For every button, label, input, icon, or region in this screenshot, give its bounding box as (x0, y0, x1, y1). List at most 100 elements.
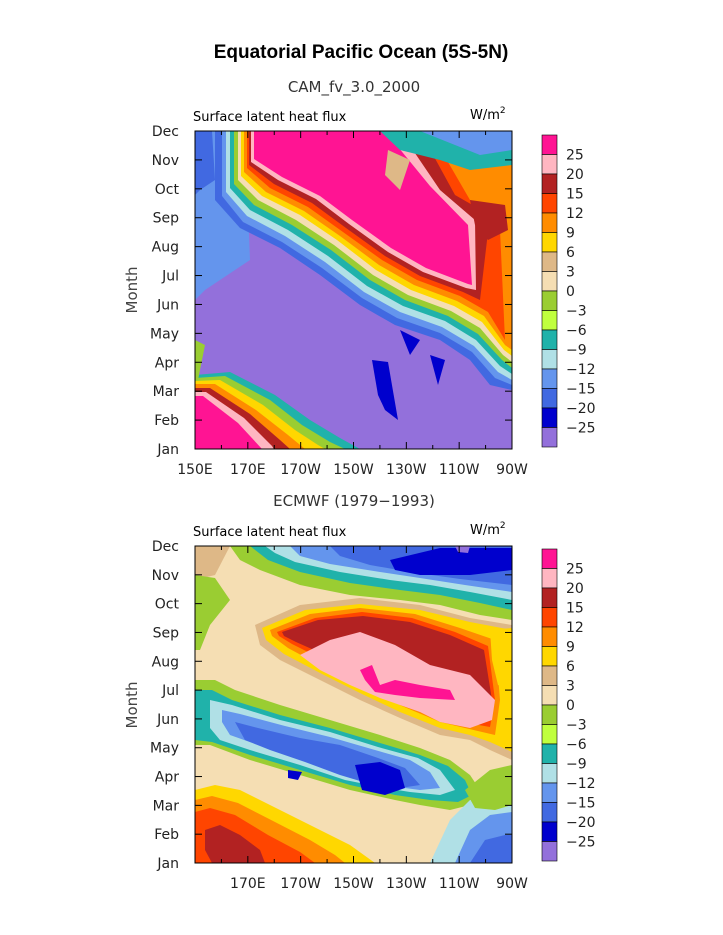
legend-swatch (541, 646, 558, 667)
legend-level-label: −25 (566, 421, 596, 437)
legend-swatch (541, 173, 558, 194)
legend-swatch (541, 134, 558, 155)
legend-level-label: 12 (566, 620, 584, 636)
band (400, 330, 420, 355)
band (254, 131, 472, 285)
legend-swatch (541, 841, 558, 862)
y-tick-label: Feb (154, 413, 179, 429)
x-tick-label: 90W (496, 876, 528, 892)
band (465, 765, 512, 810)
legend-swatch (541, 193, 558, 214)
legend-level-label: −6 (566, 323, 587, 339)
legend-level-label: −3 (566, 304, 587, 320)
x-tick-label: 170W (280, 876, 321, 892)
panel-ecmwf: ECMWF (1979−1993) Surface latent heat fl… (123, 492, 596, 892)
legend-swatch (541, 368, 558, 389)
legend-swatch (541, 232, 558, 253)
y-ticks: Jan Feb Mar Apr May Jun Jul Aug Sep Oct Nov Dec (150, 539, 512, 872)
band (195, 396, 262, 449)
y-tick-label: Jul (161, 269, 179, 285)
legend-level-label: 20 (566, 581, 584, 597)
band (430, 355, 445, 385)
legend-level-label: −15 (566, 796, 596, 812)
legend-swatch (541, 427, 558, 448)
band (372, 360, 398, 420)
legend-level-label: −12 (566, 362, 596, 378)
units-label: W/m2 (470, 106, 506, 123)
legend-swatch (541, 290, 558, 311)
legend-swatch (541, 271, 558, 292)
y-tick-label: Nov (152, 568, 179, 584)
legend-swatch (541, 685, 558, 706)
y-tick-label: Jul (161, 683, 179, 699)
legend-swatch (541, 763, 558, 784)
legend-level-label: −20 (566, 401, 596, 417)
legend-swatch (541, 310, 558, 331)
band (195, 131, 215, 195)
band (470, 835, 512, 863)
legend-swatch (541, 821, 558, 842)
legend-swatch (541, 782, 558, 803)
legend-level-label: 15 (566, 187, 584, 203)
y-tick-label: May (150, 741, 179, 757)
figure-title: Equatorial Pacific Ocean (5S-5N) (214, 42, 509, 63)
legend-level-label: 6 (566, 659, 575, 675)
band (205, 825, 265, 863)
legend-level-label: 3 (566, 679, 575, 695)
y-tick-label: Oct (155, 182, 180, 198)
legend-level-label: 12 (566, 206, 584, 222)
legend-level-label: −20 (566, 815, 596, 831)
band (420, 131, 512, 155)
band (360, 665, 455, 700)
panel-title: ECMWF (1979−1993) (273, 492, 435, 510)
legend-level-label: 9 (566, 226, 575, 242)
contour-field (195, 546, 512, 863)
band (300, 632, 495, 728)
legend-swatch (541, 407, 558, 428)
y-tick-label: Mar (153, 798, 180, 814)
legend-swatch (541, 568, 558, 589)
legend-level-label: 20 (566, 167, 584, 183)
legend-swatch (541, 548, 558, 569)
x-tick-label: 90W (496, 462, 528, 478)
y-tick-label: Apr (155, 770, 179, 786)
legend-swatch (541, 665, 558, 686)
y-tick-label: Aug (152, 240, 179, 256)
legend-swatch (541, 329, 558, 350)
band (195, 575, 230, 650)
legend-swatch (541, 587, 558, 608)
y-tick-label: Sep (153, 625, 180, 641)
legend-level-label: 15 (566, 601, 584, 617)
legend-swatch (541, 607, 558, 628)
y-tick-label: Apr (155, 355, 179, 371)
legend-level-label: −3 (566, 718, 587, 734)
panel-title: CAM_fv_3.0_2000 (288, 78, 420, 97)
y-tick-label: Aug (152, 654, 179, 670)
legend-level-label: −25 (566, 835, 596, 851)
legend-level-label: 9 (566, 640, 575, 656)
x-tick-label: 170E (230, 876, 266, 892)
band (195, 340, 205, 380)
band (490, 628, 512, 690)
contour-field (195, 131, 512, 449)
x-tick-label: 130W (386, 462, 427, 478)
band (288, 770, 302, 780)
y-tick-label: Jan (156, 442, 179, 458)
x-ticks: 150E 170E 170W 150W 130W 110W 90W (177, 131, 528, 478)
legend-swatch (541, 704, 558, 725)
y-tick-label: Jun (156, 297, 179, 313)
y-axis-label: Month (123, 681, 141, 728)
y-tick-label: Mar (153, 384, 180, 400)
legend-level-label: 6 (566, 245, 575, 261)
x-tick-label: 110W (439, 876, 480, 892)
legend-level-label: 3 (566, 265, 575, 281)
legend-level-label: −9 (566, 757, 587, 773)
legend-level-label: 25 (566, 148, 584, 164)
y-tick-label: Dec (152, 539, 179, 555)
legend-level-label: 25 (566, 562, 584, 578)
band (195, 546, 230, 580)
panel-subtitle: Surface latent heat flux (193, 525, 347, 540)
legend-level-label: 0 (566, 284, 575, 300)
legend-swatch (541, 802, 558, 823)
